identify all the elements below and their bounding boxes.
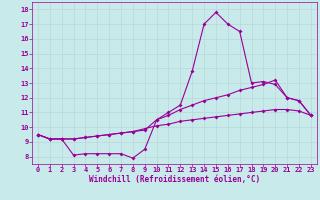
X-axis label: Windchill (Refroidissement éolien,°C): Windchill (Refroidissement éolien,°C): [89, 175, 260, 184]
